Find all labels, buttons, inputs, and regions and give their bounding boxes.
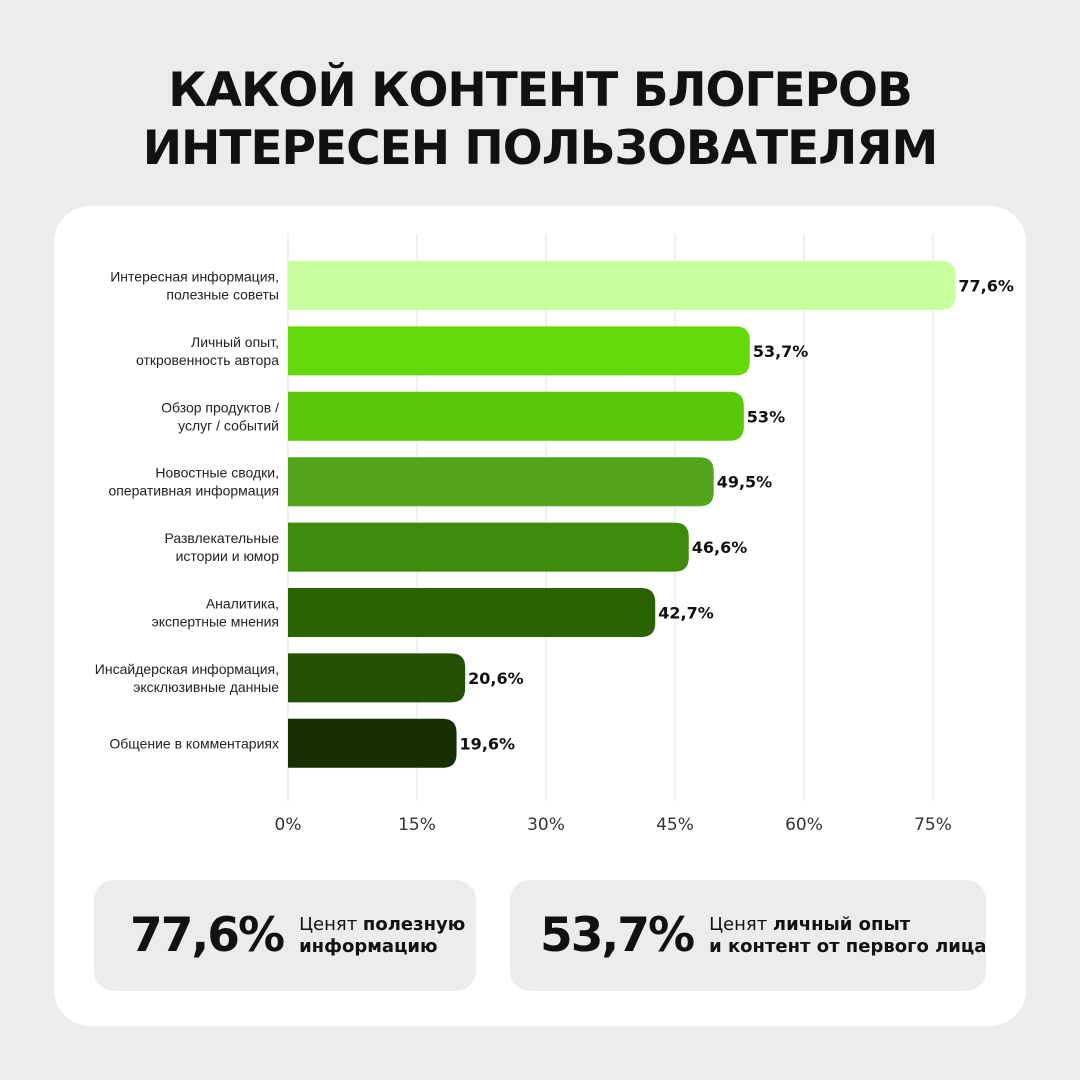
title-line-2: ИНТЕРЕСЕН ПОЛЬЗОВАТЕЛЯМ [142, 121, 939, 176]
category-label: эксклюзивные данные [133, 679, 279, 695]
bar [288, 588, 656, 637]
bar-value-label: 42,7% [658, 604, 714, 623]
stat-text-bold: полезную [362, 913, 466, 935]
page-title: КАКОЙ КОНТЕНТ БЛОГЕРОВ ИНТЕРЕСЕН ПОЛЬЗОВ… [0, 62, 1080, 178]
stat-card-useful-info: 77,6% Ценят полезную информацию [94, 880, 476, 991]
x-tick-label: 45% [656, 815, 694, 835]
stat-description: Ценят личный опыт и контент от первого л… [709, 914, 986, 958]
bar [288, 391, 744, 441]
category-label: оперативная информация [108, 483, 279, 499]
category-label: истории и юмор [176, 548, 280, 564]
x-tick-label: 60% [785, 815, 823, 835]
category-label: Обзор продуктов / [161, 399, 279, 415]
x-tick-label: 15% [398, 815, 436, 835]
x-tick-label: 30% [527, 815, 565, 835]
stat-value: 53,7% [540, 908, 695, 963]
category-label: Общение в комментариях [109, 735, 279, 751]
stat-text-bold: информацию [299, 935, 438, 957]
stat-description: Ценят полезную информацию [299, 914, 465, 958]
category-label: Интересная информация, [110, 269, 279, 285]
category-label: Личный опыт, [191, 334, 279, 350]
bar-value-label: 20,6% [468, 669, 524, 688]
category-label: откровенность автора [136, 352, 279, 368]
title-line-1: КАКОЙ КОНТЕНТ БЛОГЕРОВ [168, 63, 913, 118]
category-label: полезные советы [166, 287, 279, 303]
stat-text-bold: и контент от первого лица [709, 935, 987, 957]
x-tick-label: 75% [914, 815, 952, 835]
chart-card: 0% 15% 30% 45% 60% 75% 77,6% Интересная информа… [54, 206, 1026, 1026]
bar [288, 261, 956, 310]
bar-value-label: 53,7% [753, 342, 809, 361]
bar-value-label: 53% [747, 407, 785, 426]
category-label: Новостные сводки, [155, 465, 279, 481]
bar-value-label: 77,6% [958, 277, 1014, 296]
category-label: услуг / событий [178, 417, 279, 433]
bar [288, 522, 689, 572]
stat-text-normal: Ценят [299, 913, 363, 935]
x-tick-label: 0% [275, 815, 302, 835]
bar-value-label: 46,6% [692, 538, 748, 557]
stat-value: 77,6% [130, 908, 285, 963]
bar [288, 326, 750, 376]
bar [288, 718, 457, 768]
bar-value-label: 19,6% [460, 734, 516, 753]
stat-text-bold: личный опыт [772, 913, 911, 935]
bar [288, 653, 466, 703]
category-label: экспертные мнения [152, 614, 279, 630]
bar [288, 457, 714, 507]
category-label: Инсайдерская информация, [95, 661, 279, 677]
stat-card-personal-experience: 53,7% Ценят личный опыт и контент от пер… [510, 880, 986, 991]
bar-chart: 0% 15% 30% 45% 60% 75% 77,6% Интересная информа… [95, 234, 1014, 835]
bar-value-label: 49,5% [717, 473, 773, 492]
category-label: Развлекательные [164, 530, 279, 546]
category-label: Аналитика, [206, 596, 279, 612]
stat-text-normal: Ценят [709, 913, 773, 935]
